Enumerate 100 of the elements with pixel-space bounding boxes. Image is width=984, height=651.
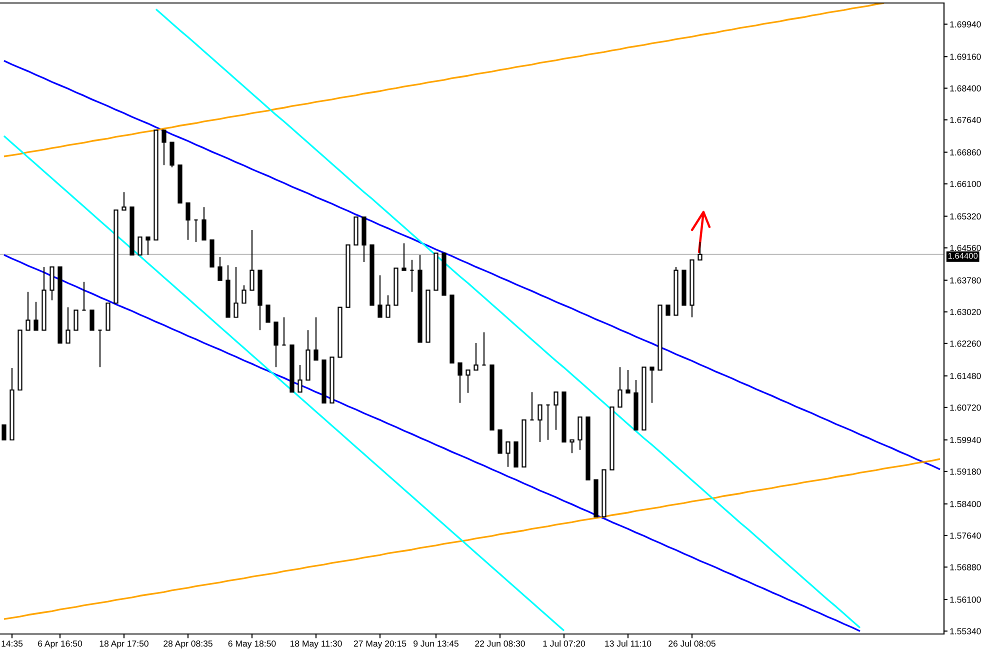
candlestick	[554, 392, 558, 430]
line-series	[3, 135, 565, 632]
candlestick	[26, 291, 30, 331]
candlestick	[506, 441, 510, 468]
candlestick	[450, 294, 454, 364]
candlestick	[530, 392, 534, 420]
x-tick-label: 14:35	[2, 640, 23, 647]
candlestick	[258, 270, 262, 331]
candlestick	[90, 310, 94, 331]
x-tick-label: 18 Apr 17:50	[100, 640, 148, 648]
candlestick	[642, 366, 646, 430]
y-tick-label: 1.69940	[950, 21, 981, 28]
x-tick-label: 9 Jun 13:45	[414, 640, 458, 647]
candlestick	[466, 369, 470, 394]
y-tick-label: 1.58400	[950, 500, 981, 508]
candlestick	[498, 429, 502, 454]
candlestick	[538, 404, 542, 443]
candlestick	[434, 252, 438, 291]
candlestick	[394, 268, 398, 306]
candlestick	[490, 364, 494, 430]
candlestick	[378, 274, 382, 318]
candlestick	[138, 236, 142, 256]
candlestick	[34, 301, 38, 331]
line-series	[155, 8, 861, 629]
candlestick	[426, 290, 430, 343]
candlestick	[194, 219, 198, 243]
x-tick-label: 13 Jul 11:10	[605, 640, 652, 647]
candlestick	[418, 254, 422, 343]
candlestick	[346, 244, 350, 308]
candlestick	[130, 206, 134, 256]
y-tick-label: 1.59180	[950, 468, 981, 475]
x-tick-label: 26 Jul 08:05	[668, 640, 716, 647]
candlestick	[634, 379, 638, 430]
candlestick	[202, 206, 206, 240]
candlestick	[610, 406, 614, 470]
candlestick	[594, 479, 598, 518]
candlestick	[514, 441, 518, 468]
candlestick	[618, 366, 622, 408]
candlestick	[42, 266, 46, 331]
x-tick-label: 28 Apr 08:35	[164, 640, 212, 648]
candlestick	[314, 316, 318, 361]
y-tick-label: 1.68400	[950, 85, 981, 92]
candlestick	[586, 416, 590, 480]
candlestick	[402, 242, 406, 271]
y-tick-label: 1.66860	[950, 149, 981, 156]
x-tick-label: 6 Apr 16:50	[38, 640, 82, 648]
y-tick-label: 1.61480	[950, 372, 981, 380]
candlestick	[442, 252, 446, 296]
y-tick-label: 1.56880	[950, 564, 981, 570]
candlestick	[306, 330, 310, 381]
candlestick	[658, 304, 662, 371]
candlestick	[170, 142, 174, 168]
candlestick	[666, 304, 670, 316]
line-series	[3, 60, 941, 470]
candlestick	[322, 360, 326, 404]
candlestick	[50, 266, 54, 301]
y-tick-label: 1.60720	[950, 404, 981, 411]
candlestick	[650, 366, 654, 404]
candlestick	[106, 302, 110, 331]
candlestick	[66, 306, 70, 344]
y-tick-label: 1.63020	[950, 308, 981, 316]
y-tick-label: 1.66100	[950, 180, 981, 188]
y-tick-label: 1.56100	[950, 596, 981, 603]
candlestick	[186, 202, 190, 240]
candlestick	[146, 236, 150, 256]
x-tick-label: 27 May 20:15	[354, 640, 406, 648]
candlestick	[410, 259, 414, 292]
line-series	[3, 458, 941, 620]
candlestick	[674, 266, 678, 316]
candlestick	[154, 130, 158, 240]
candlestick	[458, 362, 462, 404]
candlestick	[562, 392, 566, 443]
candlestick	[2, 424, 6, 440]
y-tick-label: 1.67640	[950, 116, 981, 124]
candlestick	[226, 264, 230, 318]
candlestick	[162, 130, 166, 166]
candlestick	[82, 281, 86, 311]
candlestick	[682, 270, 686, 306]
candlestick	[282, 316, 286, 346]
line-series	[3, 3, 885, 158]
candlestick	[98, 330, 102, 368]
candlestick	[698, 241, 702, 260]
y-tick-label: 1.62260	[950, 340, 981, 347]
candlestick	[266, 304, 270, 323]
candlestick	[386, 294, 390, 318]
x-tick-label: 6 May 18:50	[228, 640, 276, 648]
candlestick	[114, 209, 118, 304]
y-tick-label: 1.57640	[950, 532, 981, 539]
y-tick-label: 1.59940	[950, 436, 981, 444]
ref-line-label: 1.64400	[948, 252, 978, 259]
candlestick	[370, 244, 374, 306]
candlestick	[354, 216, 358, 246]
candlestick	[178, 164, 182, 204]
candlestick	[474, 342, 478, 371]
y-tick-label: 1.55340	[950, 628, 981, 634]
candlestick	[330, 356, 334, 404]
candlestick	[218, 256, 222, 281]
x-tick-label: 1 Jul 07:20	[543, 640, 586, 647]
line-series	[3, 254, 861, 632]
candlestick	[690, 259, 694, 318]
